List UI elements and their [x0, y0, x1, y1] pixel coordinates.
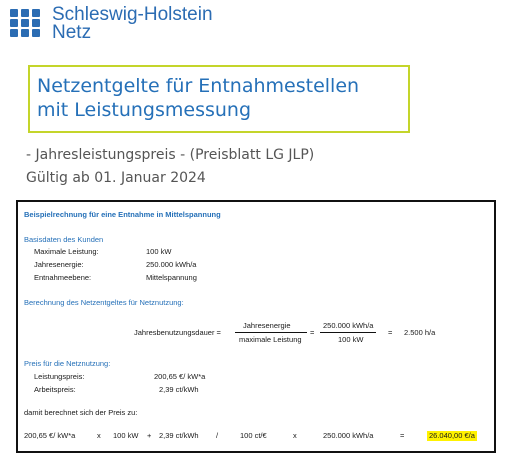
base-value: 250.000 kWh/a — [146, 260, 197, 269]
base-label: Jahresenergie: — [34, 260, 84, 269]
company-logo: Schleswig-Holstein Netz — [10, 4, 213, 43]
price-label: Arbeitspreis: — [34, 385, 76, 394]
final-leistungspreis: 200,65 €/ kW*a — [24, 431, 76, 440]
final-result: 26.040,00 €/a — [427, 431, 477, 441]
final-operator: + — [147, 431, 152, 440]
price-label: Leistungspreis: — [34, 372, 85, 381]
base-value: 100 kW — [146, 247, 172, 256]
calc-heading: Berechnung des Netzentgeltes für Netznut… — [24, 298, 184, 307]
title-line-2: mit Leistungsmessung — [37, 99, 252, 121]
formula-denominator-1: maximale Leistung — [239, 335, 302, 344]
formula-result: 2.500 h/a — [404, 328, 436, 337]
logo-mark-icon — [10, 9, 44, 39]
logo-line-1: Schleswig-Holstein — [52, 4, 213, 25]
final-operator: x — [97, 431, 101, 440]
formula-lhs: Jahresbenutzungsdauer = — [134, 328, 221, 337]
final-arbeitspreis: 2,39 ct/kWh — [159, 431, 199, 440]
formula-numerator-2: 250.000 kWh/a — [323, 321, 374, 330]
price-value: 200,65 €/ kW*a — [154, 372, 206, 381]
price-value: 2,39 ct/kWh — [159, 385, 199, 394]
final-jahresenergie: 250.000 kWh/a — [323, 431, 374, 440]
formula-equals: = — [388, 328, 393, 337]
title-line-1: Netzentgelte für Entnahmestellen — [37, 75, 360, 97]
final-operator: / — [216, 431, 219, 440]
base-value: Mittelspannung — [146, 273, 197, 282]
formula-denominator-2: 100 kW — [338, 335, 364, 344]
base-label: Maximale Leistung: — [34, 247, 99, 256]
example-heading: Beispielrechnung für eine Entnahme in Mi… — [24, 210, 221, 219]
fraction-line — [320, 332, 376, 333]
final-equals: = — [400, 431, 405, 440]
final-leistung: 100 kW — [113, 431, 139, 440]
logo-wordmark: Schleswig-Holstein Netz — [52, 4, 213, 43]
formula-numerator-1: Jahresenergie — [243, 321, 291, 330]
final-operator: x — [293, 431, 297, 440]
price-heading: Preis für die Netznutzung: — [24, 359, 111, 368]
base-label: Entnahmeebene: — [34, 273, 92, 282]
example-calculation-box: Beispielrechnung für eine Entnahme in Mi… — [16, 200, 496, 453]
base-data-heading: Basisdaten des Kunden — [24, 235, 104, 244]
logo-line-2: Netz — [52, 22, 92, 43]
subtitle: - Jahresleistungspreis - (Preisblatt LG … — [26, 147, 315, 163]
validity-date: Gültig ab 01. Januar 2024 — [26, 170, 206, 186]
title-box: Netzentgelte für Entnahmestellen mit Lei… — [28, 65, 410, 133]
fraction-line — [235, 332, 307, 333]
calc-intro: damit berechnet sich der Preis zu: — [24, 408, 138, 417]
formula-equals: = — [310, 328, 315, 337]
final-conversion: 100 ct/€ — [240, 431, 267, 440]
